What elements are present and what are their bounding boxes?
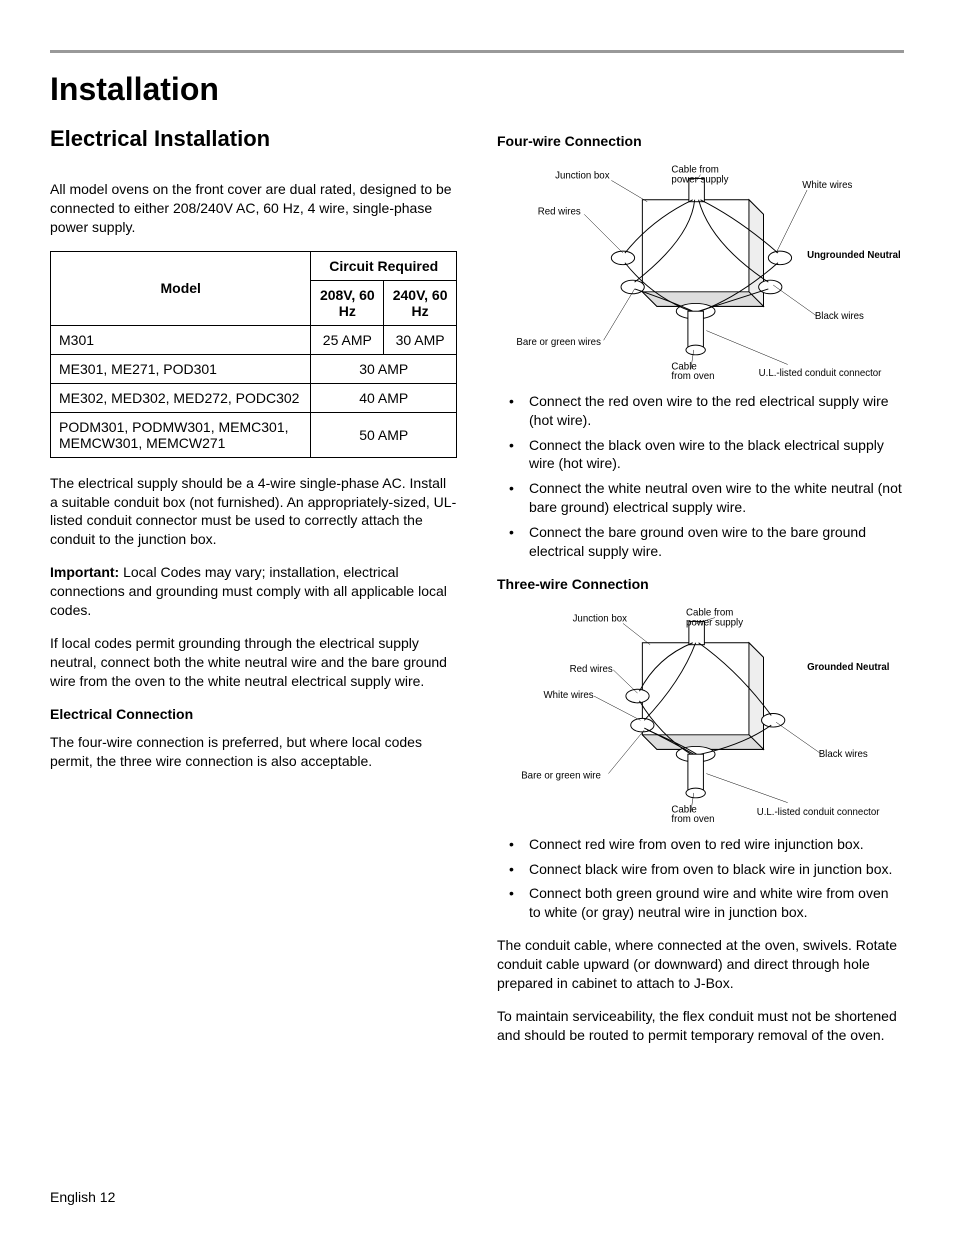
lbl3-ul: U.L.-listed conduit connector: [757, 807, 881, 818]
left-column: Electrical Installation All model ovens …: [50, 126, 457, 1059]
lbl3-white: White wires: [544, 690, 594, 701]
four-wire-heading: Four-wire Connection: [497, 132, 904, 151]
th-240: 240V, 60 Hz: [384, 280, 457, 325]
page-footer: English 12: [50, 1189, 115, 1205]
three-wire-heading: Three-wire Connection: [497, 575, 904, 594]
table-row: ME301, ME271, POD30130 AMP: [51, 354, 457, 383]
lbl3-junction: Junction box: [573, 613, 628, 624]
service-paragraph: To maintain serviceability, the flex con…: [497, 1007, 904, 1045]
lbl-junction: Junction box: [555, 170, 610, 181]
lbl-black: Black wires: [815, 311, 864, 322]
cell-208: 25 AMP: [311, 325, 384, 354]
list-item: Connect the white neutral oven wire to t…: [497, 479, 904, 517]
important-label: Important:: [50, 564, 119, 580]
supply-paragraph: The electrical supply should be a 4-wire…: [50, 474, 457, 550]
cell-model: PODM301, PODMW301, MEMC301, MEMCW301, ME…: [51, 412, 311, 457]
table-row: PODM301, PODMW301, MEMC301, MEMCW301, ME…: [51, 412, 457, 457]
list-item: Connect red wire from oven to red wire i…: [497, 835, 904, 854]
list-item: Connect black wire from oven to black wi…: [497, 860, 904, 879]
electrical-connection-heading: Electrical Connection: [50, 705, 457, 724]
th-208: 208V, 60 Hz: [311, 280, 384, 325]
table-row: ME302, MED302, MED272, PODC30240 AMP: [51, 383, 457, 412]
lbl-ul: U.L.-listed conduit connector: [759, 368, 883, 379]
svg-text:Cable from power sup: Cable from power supply: [686, 607, 743, 628]
intro-paragraph: All model ovens on the front cover are d…: [50, 180, 457, 237]
lbl3-red: Red wires: [570, 664, 613, 675]
four-wire-bullets: Connect the red oven wire to the red ele…: [497, 392, 904, 561]
conduit-paragraph: The conduit cable, where connected at th…: [497, 936, 904, 993]
connection-paragraph: The four-wire connection is preferred, b…: [50, 733, 457, 771]
list-item: Connect the black oven wire to the black…: [497, 436, 904, 474]
three-wire-diagram: Junction box Cable from power supply Gro…: [497, 604, 904, 827]
four-wire-diagram: Junction box Cable from power supply Whi…: [497, 161, 904, 384]
th-circuit: Circuit Required: [311, 251, 457, 280]
list-item: Connect both green ground wire and white…: [497, 884, 904, 922]
lbl-red: Red wires: [538, 206, 581, 217]
table-row: M30125 AMP30 AMP: [51, 325, 457, 354]
cell-amp-merged: 50 AMP: [311, 412, 457, 457]
lbl-bare: Bare or green wires: [516, 337, 601, 348]
grounding-paragraph: If local codes permit grounding through …: [50, 634, 457, 691]
important-paragraph: Important: Local Codes may vary; install…: [50, 563, 457, 620]
lbl3-bare: Bare or green wire: [521, 770, 601, 781]
cell-model: ME302, MED302, MED272, PODC302: [51, 383, 311, 412]
section-heading: Electrical Installation: [50, 126, 457, 152]
content-columns: Electrical Installation All model ovens …: [50, 126, 904, 1059]
lbl3-black: Black wires: [819, 749, 868, 760]
lbl3-title: Grounded Neutral: [807, 662, 889, 673]
svg-text:Cable from oven: Cable from oven: [671, 361, 714, 382]
cell-240: 30 AMP: [384, 325, 457, 354]
list-item: Connect the red oven wire to the red ele…: [497, 392, 904, 430]
cell-amp-merged: 40 AMP: [311, 383, 457, 412]
svg-text:Cable from oven: Cable from oven: [671, 804, 714, 825]
list-item: Connect the bare ground oven wire to the…: [497, 523, 904, 561]
lbl-cable-ps: Cable from power supply: [671, 165, 728, 186]
three-wire-bullets: Connect red wire from oven to red wire i…: [497, 835, 904, 923]
right-column: Four-wire Connection: [497, 126, 904, 1059]
cell-model: M301: [51, 325, 311, 354]
lbl-title4: Ungrounded Neutral: [807, 250, 901, 261]
page-title: Installation: [50, 71, 904, 108]
top-rule: [50, 50, 904, 53]
cell-model: ME301, ME271, POD301: [51, 354, 311, 383]
lbl-white: White wires: [802, 180, 852, 191]
cell-amp-merged: 30 AMP: [311, 354, 457, 383]
th-model: Model: [51, 251, 311, 325]
circuit-table: Model Circuit Required 208V, 60 Hz 240V,…: [50, 251, 457, 458]
